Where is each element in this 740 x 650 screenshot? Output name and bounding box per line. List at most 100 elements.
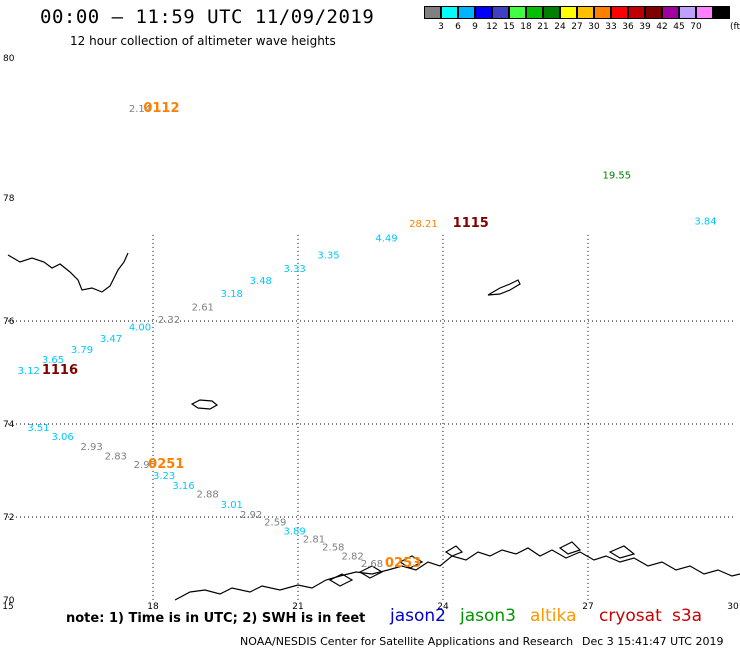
observation-labels: 2.14 19.55 28.21 4.49 3.84 3.35 3.33 3.48 3.18 2.… <box>18 104 717 570</box>
y-tick-label: 70 <box>3 596 15 606</box>
x-tick-label: 18 <box>147 602 159 612</box>
legend-swatch <box>645 6 662 19</box>
wave-height-label: 4.00 <box>129 322 151 333</box>
wave-height-label: 4.49 <box>375 234 397 245</box>
legend-swatch <box>560 6 577 19</box>
wave-height-label: 28.21 <box>409 219 438 230</box>
page-subtitle: 12 hour collection of altimeter wave hei… <box>70 34 336 48</box>
legend-tick-label: 30 <box>588 22 600 32</box>
wave-height-label: 2.93 <box>81 442 103 453</box>
wave-height-label: 2.68 <box>361 559 383 570</box>
legend-swatch <box>475 6 492 19</box>
wave-height-label: 2.83 <box>105 451 127 462</box>
legend-swatch <box>713 6 730 19</box>
footer-credit: NOAA/NESDIS Center for Satellite Applica… <box>240 635 574 648</box>
wave-height-label: 3.35 <box>317 250 339 261</box>
wave-height-label: 3.01 <box>221 500 243 511</box>
pass-time-labels: 0112 1115 1116 0251 0253 <box>42 101 489 571</box>
wave-height-label: 3.23 <box>153 471 175 482</box>
wave-height-label: 3.89 <box>284 526 306 537</box>
y-tick-label: 78 <box>3 194 15 204</box>
legend-swatch <box>662 6 679 19</box>
bear-island-coast <box>190 399 219 410</box>
legend-swatch <box>509 6 526 19</box>
y-tick-label: 74 <box>3 420 15 430</box>
coastline <box>7 252 740 601</box>
legend-tick-label: 21 <box>537 22 549 32</box>
legend-tick-label: 27 <box>571 22 583 32</box>
y-tick-label: 72 <box>3 513 14 523</box>
svalbard-coast <box>7 252 129 293</box>
legend-tick-label: 6 <box>455 22 461 32</box>
legend-swatch <box>492 6 509 19</box>
kong-karls-land-coast <box>487 279 521 296</box>
norway-islands <box>328 541 636 587</box>
legend-swatch <box>628 6 645 19</box>
wave-height-label: 2.58 <box>322 543 344 554</box>
legend-swatch <box>543 6 560 19</box>
x-tick-label: 30 <box>727 602 739 612</box>
norway-coast <box>174 547 740 601</box>
legend-tick-label: 45 <box>673 22 685 32</box>
legend-swatch <box>611 6 628 19</box>
legend-swatch <box>594 6 611 19</box>
wave-height-label: 3.06 <box>52 432 74 443</box>
y-tick-label: 80 <box>3 54 15 64</box>
legend-tick-label: 9 <box>472 22 478 32</box>
x-tick-label: 15 <box>2 602 13 612</box>
legend-tick-label: 24 <box>554 22 566 32</box>
satellite-s3a: s3a <box>672 606 703 626</box>
footer-timestamp: Dec 3 15:41:47 UTC 2019 <box>582 635 724 648</box>
satellite-altika: altika <box>530 606 577 626</box>
legend-swatch <box>441 6 458 19</box>
wave-height-label: 2.95 <box>134 460 156 471</box>
wave-height-label: 3.65 <box>42 355 64 366</box>
wave-height-label: 2.14 <box>129 104 151 115</box>
legend-tick-label: 33 <box>605 22 617 32</box>
legend-swatch <box>679 6 696 19</box>
x-tick-label: 24 <box>437 602 449 612</box>
legend-swatch <box>424 6 441 19</box>
wave-height-label: 3.47 <box>100 334 122 345</box>
legend-tick-label: 12 <box>486 22 498 32</box>
wave-height-label: 2.88 <box>197 489 219 500</box>
wave-height-label: 3.84 <box>694 216 716 227</box>
y-tick-label: 76 <box>3 317 15 327</box>
wave-height-label: 3.51 <box>27 423 49 434</box>
wave-height-label: 2.32 <box>158 315 180 326</box>
page-title: 00:00 – 11:59 UTC 11/09/2019 <box>40 6 375 28</box>
wave-height-label: 3.16 <box>172 481 194 492</box>
legend-swatch <box>577 6 594 19</box>
wave-height-label: 3.33 <box>284 264 306 275</box>
legend-swatch <box>458 6 475 19</box>
wave-height-label: 2.92 <box>240 510 262 521</box>
pass-time-label: 0112 <box>143 101 179 116</box>
legend-tick-label: 3 <box>438 22 444 32</box>
legend-tick-label: 15 <box>503 22 515 32</box>
wave-height-label: 19.55 <box>603 170 632 181</box>
pass-time-label: 1116 <box>42 363 78 378</box>
pass-time-label: 0251 <box>148 457 184 472</box>
legend-tick-label: 70 <box>690 22 702 32</box>
legend-swatch <box>696 6 713 19</box>
satellite-jason2: jason2 <box>390 606 446 626</box>
legend-tick-label: 42 <box>656 22 668 32</box>
satellite-cryosat: cryosat <box>599 606 662 626</box>
pass-time-label: 0253 <box>385 556 421 571</box>
footer-note: note: 1) Time is in UTC; 2) SWH is in fe… <box>66 611 366 626</box>
wave-height-label: 2.81 <box>303 535 325 546</box>
wave-height-label: 3.12 <box>18 366 40 377</box>
legend-tick-label: 39 <box>639 22 651 32</box>
pass-time-label: 1115 <box>453 216 489 231</box>
x-tick-label: 21 <box>292 602 303 612</box>
legend-unit-label: (ft) <box>730 22 740 32</box>
wave-height-label: 3.18 <box>221 289 243 300</box>
map-grid: 15 18 21 24 27 30 80 78 76 74 72 70 <box>2 54 739 612</box>
wave-height-label: 2.61 <box>192 303 214 314</box>
x-tick-label: 27 <box>582 602 593 612</box>
legend-tick-label: 18 <box>520 22 532 32</box>
wave-height-label: 3.48 <box>250 276 272 287</box>
legend-swatch <box>526 6 543 19</box>
wave-height-label: 2.59 <box>264 517 286 528</box>
